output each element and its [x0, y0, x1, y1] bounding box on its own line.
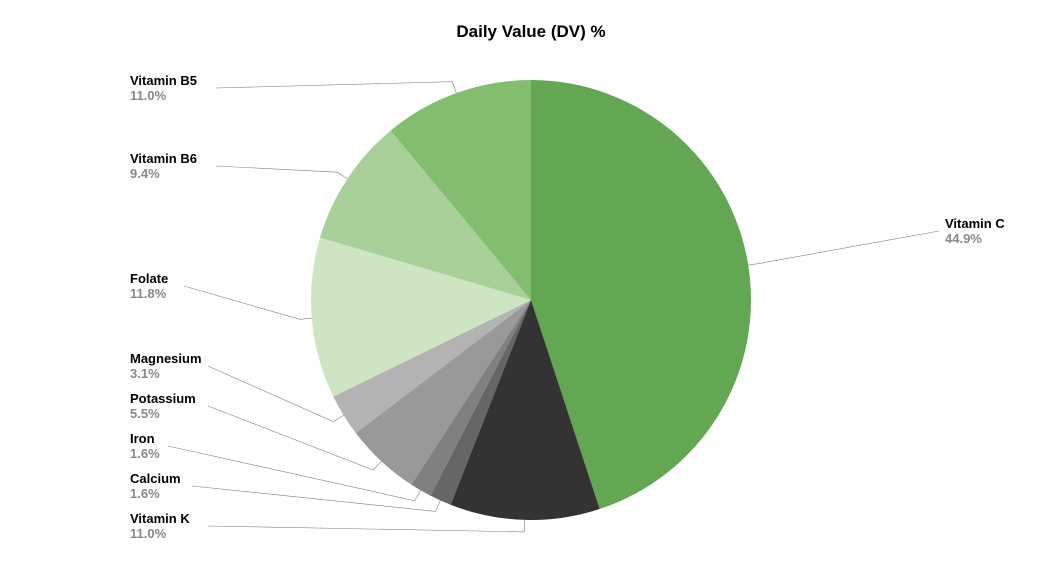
slice-label: Vitamin C44.9%	[945, 217, 1005, 247]
slice-label: Iron1.6%	[130, 432, 160, 462]
pie-chart-container: Daily Value (DV) % Vitamin C44.9%Vitamin…	[0, 0, 1062, 572]
leader-line	[208, 366, 344, 422]
leader-line	[192, 486, 440, 511]
slice-label-value: 1.6%	[130, 447, 160, 462]
slice-label-name: Iron	[130, 432, 160, 447]
leader-line	[208, 520, 525, 532]
slice-label-value: 5.5%	[130, 407, 196, 422]
slice-label: Folate11.8%	[130, 272, 168, 302]
leader-line	[216, 82, 456, 93]
slice-label: Vitamin K11.0%	[130, 512, 190, 542]
slice-label: Calcium1.6%	[130, 472, 181, 502]
slice-label: Vitamin B511.0%	[130, 74, 197, 104]
slice-label-value: 1.6%	[130, 487, 181, 502]
slice-label-name: Vitamin K	[130, 512, 190, 527]
slice-label-value: 3.1%	[130, 367, 202, 382]
slice-label-name: Folate	[130, 272, 168, 287]
leader-line	[184, 286, 312, 319]
slice-label-value: 44.9%	[945, 232, 1005, 247]
slice-label-value: 9.4%	[130, 167, 197, 182]
slice-label: Vitamin B69.4%	[130, 152, 197, 182]
slice-label-value: 11.0%	[130, 527, 190, 542]
slice-label-name: Vitamin B5	[130, 74, 197, 89]
slice-label-name: Calcium	[130, 472, 181, 487]
slice-label-name: Vitamin C	[945, 217, 1005, 232]
leader-line	[216, 166, 347, 179]
leader-line	[748, 231, 939, 265]
slice-label-name: Potassium	[130, 392, 196, 407]
slice-label-name: Vitamin B6	[130, 152, 197, 167]
slice-label-value: 11.0%	[130, 89, 197, 104]
slice-label: Potassium5.5%	[130, 392, 196, 422]
slice-label-value: 11.8%	[130, 287, 168, 302]
slice-label: Magnesium3.1%	[130, 352, 202, 382]
slice-label-name: Magnesium	[130, 352, 202, 367]
